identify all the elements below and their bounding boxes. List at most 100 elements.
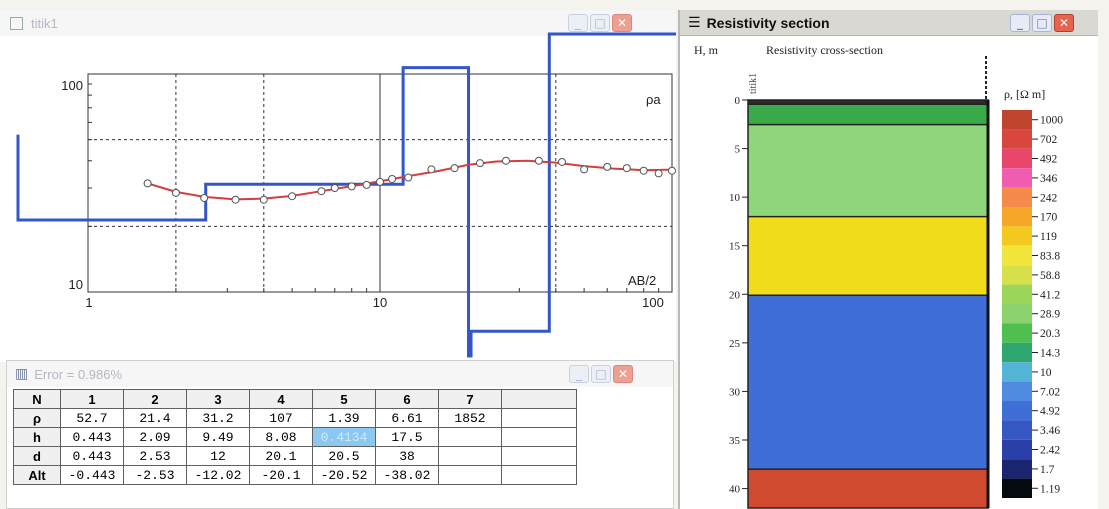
legend-swatch — [1002, 420, 1032, 440]
section-window-title: Resistivity section — [706, 14, 830, 31]
x-axis-label: AB/2 — [628, 273, 656, 288]
depth-tick-label: 25 — [729, 338, 741, 350]
table-cell[interactable]: 2.09 — [123, 427, 187, 447]
observed-data-point — [388, 174, 397, 183]
table-cell[interactable]: 2.53 — [123, 446, 187, 466]
table-cell[interactable]: -20.52 — [312, 465, 376, 485]
maximize-button[interactable]: □ — [1032, 14, 1052, 32]
minimize-icon: _ — [1017, 16, 1023, 30]
observed-data-point — [534, 156, 543, 165]
legend-value-label: 28.9 — [1040, 309, 1060, 321]
maximize-icon: □ — [1036, 16, 1048, 30]
column-header[interactable]: 2 — [123, 389, 187, 409]
table-cell[interactable]: 8.08 — [249, 427, 313, 447]
observed-data-point — [404, 173, 413, 182]
column-header[interactable]: 6 — [375, 389, 439, 409]
table-cell[interactable]: -20.1 — [249, 465, 313, 485]
legend-swatch — [1002, 168, 1032, 188]
observed-data-point — [501, 156, 510, 165]
minimize-button[interactable]: _ — [1010, 14, 1030, 32]
legend-value-label: 242 — [1040, 192, 1058, 204]
table-cell[interactable]: -12.02 — [186, 465, 250, 485]
table-cell[interactable] — [438, 446, 502, 466]
legend-value-label: 4.92 — [1040, 406, 1060, 418]
minimize-icon: _ — [575, 16, 581, 30]
legend-value-label: 1.19 — [1040, 483, 1060, 495]
observed-data-point — [288, 192, 297, 201]
close-icon: ✕ — [1058, 16, 1070, 30]
table-header-row: N 1 2 3 4 5 6 7 — [13, 389, 577, 409]
depth-tick-label: 40 — [729, 484, 741, 496]
maximize-button[interactable]: □ — [591, 365, 611, 383]
legend-value-label: 10 — [1040, 367, 1052, 379]
table-cell[interactable]: 6.61 — [375, 408, 439, 428]
table-cell[interactable] — [501, 408, 577, 428]
table-cell[interactable] — [501, 446, 577, 466]
legend-value-label: 492 — [1040, 154, 1058, 166]
x-tick-label-1: 1 — [85, 295, 92, 310]
curve-window-title: titik1 — [31, 15, 58, 31]
table-cell[interactable]: 0.443 — [60, 427, 124, 447]
minimize-button[interactable]: _ — [568, 14, 588, 32]
column-header[interactable]: 5 — [312, 389, 376, 409]
observed-data-point — [450, 164, 459, 173]
row-label-n: N — [13, 389, 61, 409]
sounding-curve-window: titik1 _ □ ✕ 100 10 1 10 100 ρa AB/2 — [0, 10, 676, 362]
section-layer — [748, 100, 988, 105]
column-header[interactable]: 1 — [60, 389, 124, 409]
table-cell[interactable] — [501, 427, 577, 447]
table-cell[interactable]: 9.49 — [186, 427, 250, 447]
table-cell[interactable]: 12 — [186, 446, 250, 466]
section-window-titlebar[interactable]: ☰ Resistivity section _ □ ✕ — [680, 10, 1098, 36]
table-cell[interactable] — [438, 465, 502, 485]
legend-swatch — [1002, 129, 1032, 149]
table-cell[interactable]: 52.7 — [60, 408, 124, 428]
table-cell[interactable]: 17.5 — [375, 427, 439, 447]
y-axis-label: ρa — [646, 92, 661, 107]
section-window-icon: ☰ — [688, 14, 701, 31]
close-button[interactable]: ✕ — [613, 365, 633, 383]
table-cell[interactable]: 1.39 — [312, 408, 376, 428]
observed-data-point — [200, 193, 209, 202]
observed-data-point — [362, 180, 371, 189]
column-header[interactable]: 7 — [438, 389, 502, 409]
legend-swatch — [1002, 362, 1032, 382]
observed-data-point — [376, 177, 384, 186]
legend-value-label: 41.2 — [1040, 289, 1060, 301]
observed-data-point — [654, 169, 663, 178]
resistivity-section-chart: H, m Resistivity cross-section titik1 0 5… — [694, 43, 1063, 509]
maximize-button[interactable]: □ — [590, 14, 610, 32]
table-cell[interactable]: 21.4 — [123, 408, 187, 428]
table-cell[interactable]: -38.02 — [375, 465, 439, 485]
column-header[interactable]: 3 — [186, 389, 250, 409]
table-cell[interactable]: -2.53 — [123, 465, 187, 485]
section-layer — [748, 216, 988, 296]
table-cell[interactable]: 38 — [375, 446, 439, 466]
legend-value-label: 2.42 — [1040, 445, 1060, 457]
table-cell[interactable]: 20.5 — [312, 446, 376, 466]
legend-swatch — [1002, 381, 1032, 401]
table-cell[interactable] — [438, 427, 502, 447]
table-cell[interactable]: 107 — [249, 408, 313, 428]
table-cell[interactable]: 31.2 — [186, 408, 250, 428]
maximize-icon: □ — [595, 367, 607, 381]
selected-table-cell[interactable]: 0.4134 — [312, 427, 376, 447]
depth-tick-label: 35 — [729, 435, 741, 447]
legend-swatch — [1002, 478, 1032, 498]
close-button[interactable]: ✕ — [612, 14, 632, 32]
empty-column-header — [501, 389, 577, 409]
legend-value-label: 20.3 — [1040, 328, 1060, 340]
table-row-d: d 0.443 2.53 12 20.1 20.5 38 — [13, 446, 577, 466]
table-cell[interactable]: -0.443 — [60, 465, 124, 485]
table-cell[interactable]: 1852 — [438, 408, 502, 428]
table-cell[interactable] — [501, 465, 577, 485]
close-button[interactable]: ✕ — [1054, 14, 1074, 32]
error-window-titlebar[interactable]: ▥ Error = 0.986% _ □ ✕ — [7, 361, 673, 387]
section-layer — [748, 124, 988, 217]
curve-window-titlebar[interactable]: titik1 _ □ ✕ — [0, 10, 676, 36]
legend-swatch — [1002, 110, 1032, 130]
minimize-button[interactable]: _ — [569, 365, 589, 383]
column-header[interactable]: 4 — [249, 389, 313, 409]
table-cell[interactable]: 0.443 — [60, 446, 124, 466]
table-cell[interactable]: 20.1 — [249, 446, 313, 466]
